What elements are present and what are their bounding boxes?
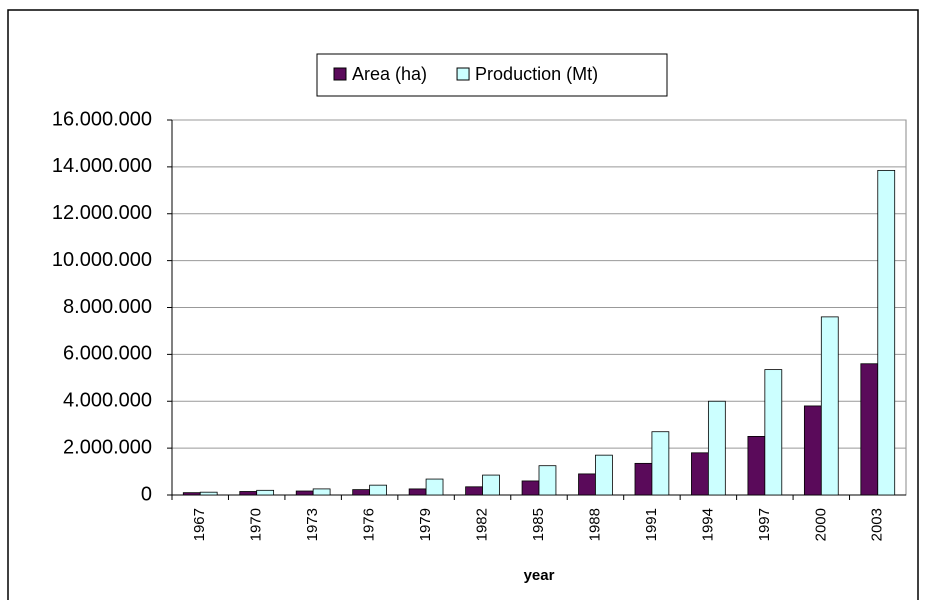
- bar: [256, 489, 275, 496]
- y-tick-label: 4.000.000: [63, 390, 152, 412]
- x-tick-label: 2003: [869, 508, 886, 541]
- bar: [295, 490, 314, 496]
- x-tick-label: 1994: [699, 508, 716, 541]
- legend-box: [316, 53, 668, 97]
- bar: [691, 452, 709, 496]
- bar: [651, 431, 670, 496]
- legend-label: Production (Mt): [475, 64, 598, 84]
- y-tick-label: 12.000.000: [52, 202, 152, 224]
- x-tick-label: 1979: [417, 508, 434, 541]
- bar: [595, 454, 613, 496]
- bar: [408, 488, 427, 496]
- y-tick-label: 6.000.000: [63, 343, 152, 365]
- x-tick-label: 1982: [474, 508, 491, 541]
- y-tick-label: 10.000.000: [52, 249, 152, 271]
- bar: [199, 491, 218, 496]
- bar: [707, 400, 726, 496]
- legend-swatch: [333, 67, 347, 81]
- bar: [578, 473, 596, 496]
- legend-swatch: [456, 67, 470, 81]
- bar: [803, 405, 822, 496]
- y-tick-label: 0: [141, 483, 152, 505]
- bar: [877, 169, 896, 496]
- bar: [312, 488, 331, 496]
- bar: [465, 486, 483, 496]
- x-tick-label: 2000: [812, 508, 829, 541]
- bar: [764, 369, 783, 496]
- x-tick-label: 1967: [191, 508, 208, 541]
- x-tick-label: 1973: [304, 508, 321, 541]
- bar: [521, 480, 540, 496]
- bar: [352, 489, 371, 496]
- x-tick-label: 1985: [530, 508, 547, 541]
- bar: [369, 484, 387, 496]
- x-axis-label: year: [524, 567, 555, 584]
- bar: [860, 363, 879, 496]
- y-tick-label: 8.000.000: [63, 296, 152, 318]
- bar: [538, 465, 557, 496]
- y-tick-label: 16.000.000: [52, 108, 152, 130]
- x-tick-label: 1976: [361, 508, 378, 541]
- y-tick-label: 2.000.000: [63, 436, 152, 458]
- x-tick-label: 1988: [586, 508, 603, 541]
- bar: [425, 478, 444, 496]
- y-tick-label: 14.000.000: [52, 155, 152, 177]
- bar: [182, 492, 201, 496]
- bar: [482, 474, 500, 496]
- bar: [747, 436, 766, 496]
- bar: [634, 462, 653, 496]
- x-tick-label: 1991: [643, 508, 660, 541]
- bar: [820, 316, 839, 496]
- bar: [239, 491, 258, 496]
- x-tick-label: 1997: [756, 508, 773, 541]
- x-tick-label: 1970: [248, 508, 265, 541]
- legend-label: Area (ha): [352, 64, 427, 84]
